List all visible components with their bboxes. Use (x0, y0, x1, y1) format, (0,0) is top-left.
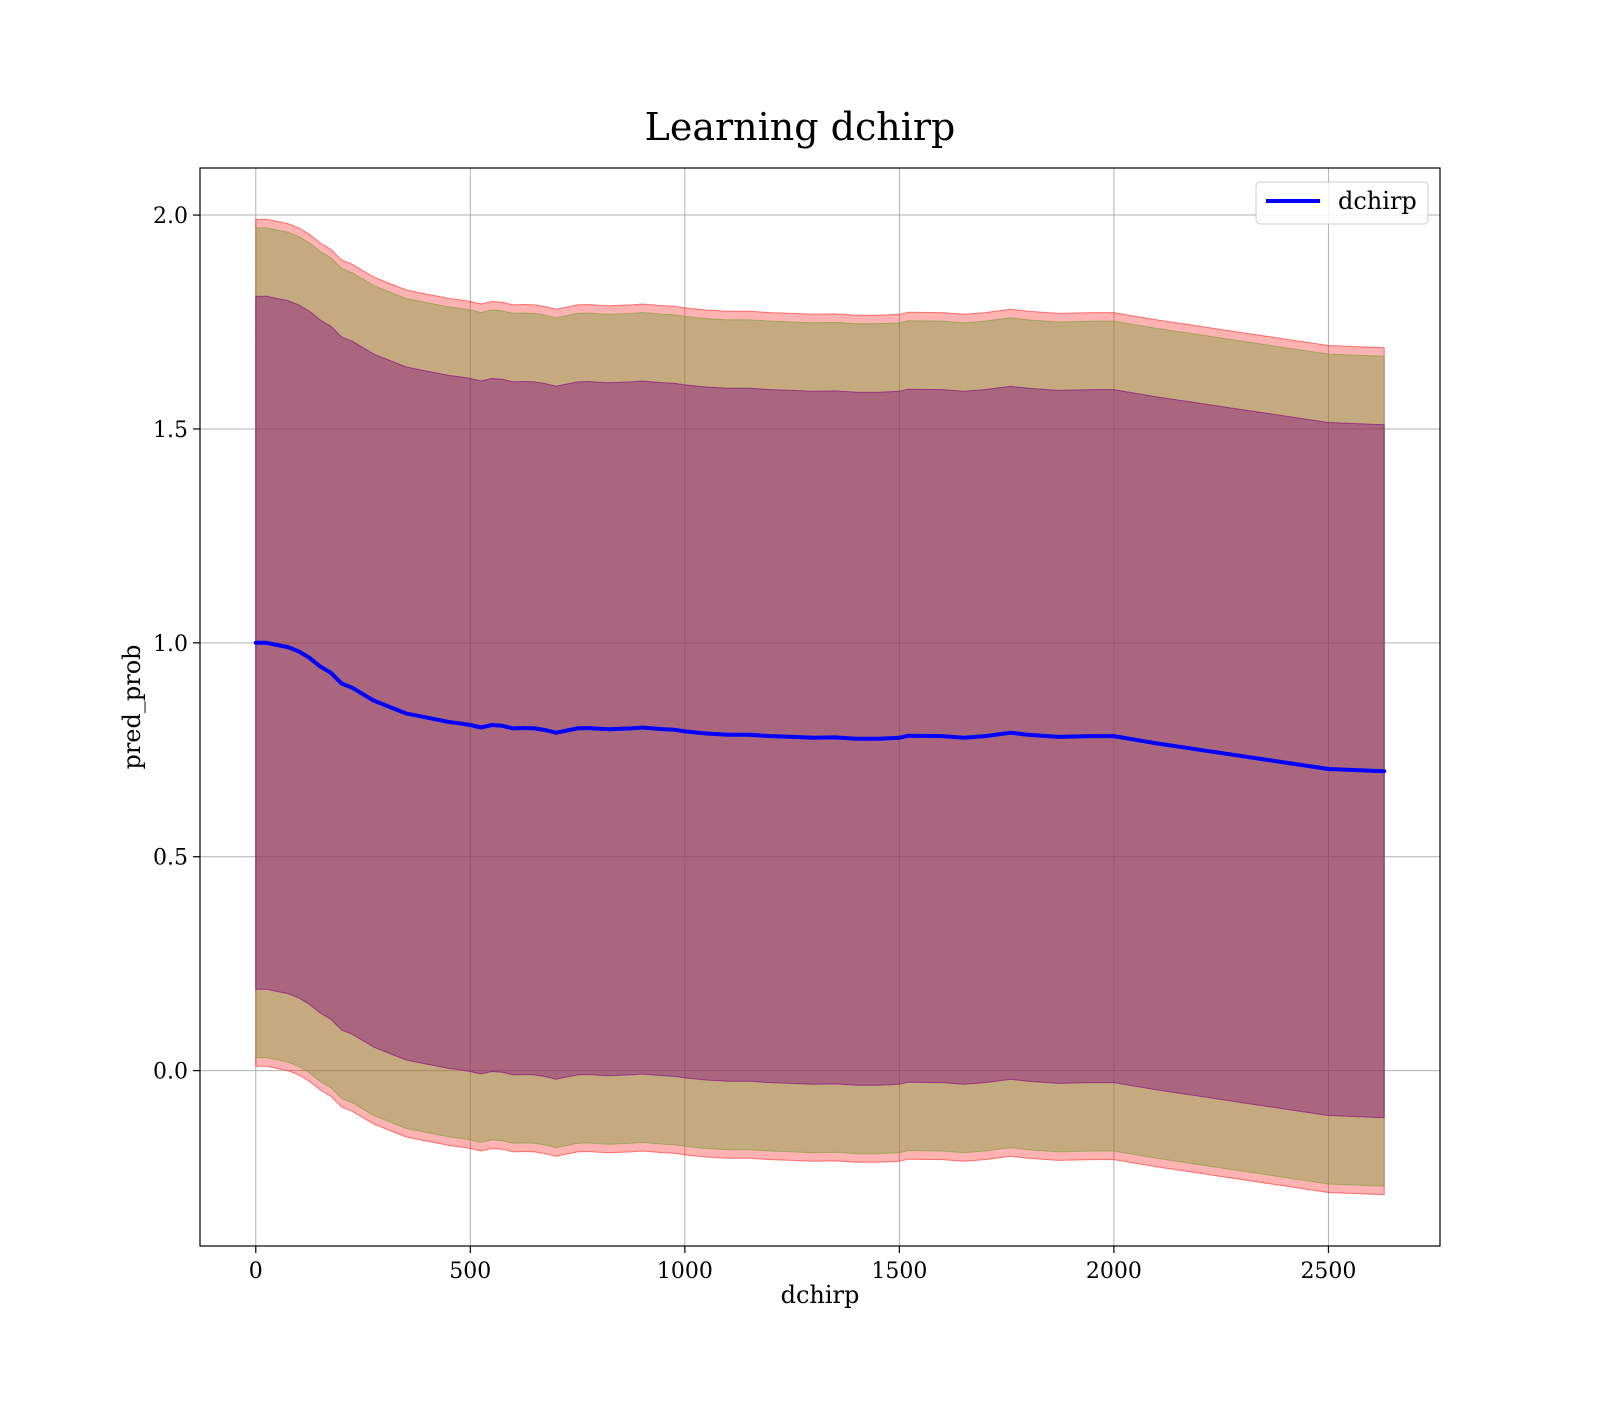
y-tick-label: 2.0 (153, 204, 188, 229)
series-line-dchirp (253, 640, 1387, 774)
plot-frame (199, 167, 1441, 1247)
grid-layer (200, 168, 1440, 1246)
chart-title: Learning dchirp (645, 105, 956, 149)
x-tick-label: 1500 (871, 1259, 927, 1284)
series-layer (253, 640, 1387, 774)
x-tick-label: 1000 (657, 1259, 713, 1284)
x-tick-label: 2000 (1086, 1259, 1142, 1284)
legend-box (1255, 181, 1429, 225)
legend: dchirp (1255, 181, 1429, 225)
confidence-band-1 (255, 218, 1385, 1196)
y-axis-label: pred_prob (118, 644, 146, 769)
confidence-band-2 (255, 227, 1385, 1187)
y-tick-label: 0.0 (153, 1060, 188, 1085)
x-tick-label: 500 (449, 1259, 491, 1284)
y-tick-label: 1.0 (153, 632, 188, 657)
x-axis-label: dchirp (781, 1281, 860, 1309)
y-tick-label: 1.5 (153, 418, 188, 443)
band-layer (255, 218, 1385, 1196)
confidence-band-3 (255, 295, 1385, 1119)
tick-layer: 0 500 1000 1500 2000 2500 0.0 0.5 1.0 1.5 2.0 (153, 204, 1356, 1284)
x-tick-label: 2500 (1300, 1259, 1356, 1284)
legend-label-dchirp: dchirp (1338, 187, 1417, 215)
x-tick-label: 0 (249, 1259, 263, 1284)
y-tick-label: 0.5 (153, 846, 188, 871)
